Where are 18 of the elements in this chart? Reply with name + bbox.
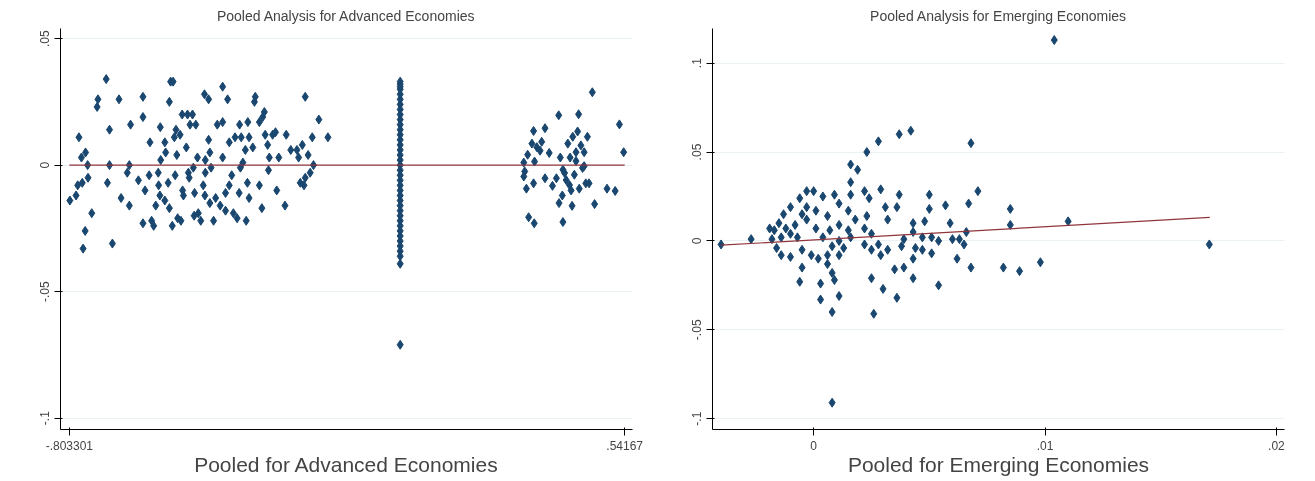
x-tick-label: .01 — [1036, 438, 1054, 453]
y-tick-label: .1 — [690, 57, 705, 69]
y-tick-label: -.05 — [690, 319, 705, 341]
y-tick-label: 0 — [690, 237, 705, 245]
x-tick-label: .54167 — [606, 438, 644, 453]
x-axis-title: Pooled for Emerging Economies — [847, 452, 1150, 476]
y-tick-label: -.1 — [38, 410, 53, 426]
y-tick-label: .05 — [690, 143, 705, 161]
y-tick-label: -.1 — [690, 411, 705, 426]
x-tick-label: .02 — [1268, 438, 1286, 453]
y-tick-label: .05 — [38, 29, 53, 47]
x-tick-label: 0 — [810, 438, 818, 453]
y-tick-label: 0 — [38, 161, 53, 169]
y-tick-label: -.05 — [38, 280, 53, 302]
x-tick-label: -.803301 — [45, 438, 94, 453]
x-axis-title: Pooled for Advanced Economies — [194, 452, 498, 476]
chart-title: Pooled Analysis for Advanced Economies — [216, 7, 475, 24]
chart-title: Pooled Analysis for Emerging Economies — [870, 7, 1127, 24]
